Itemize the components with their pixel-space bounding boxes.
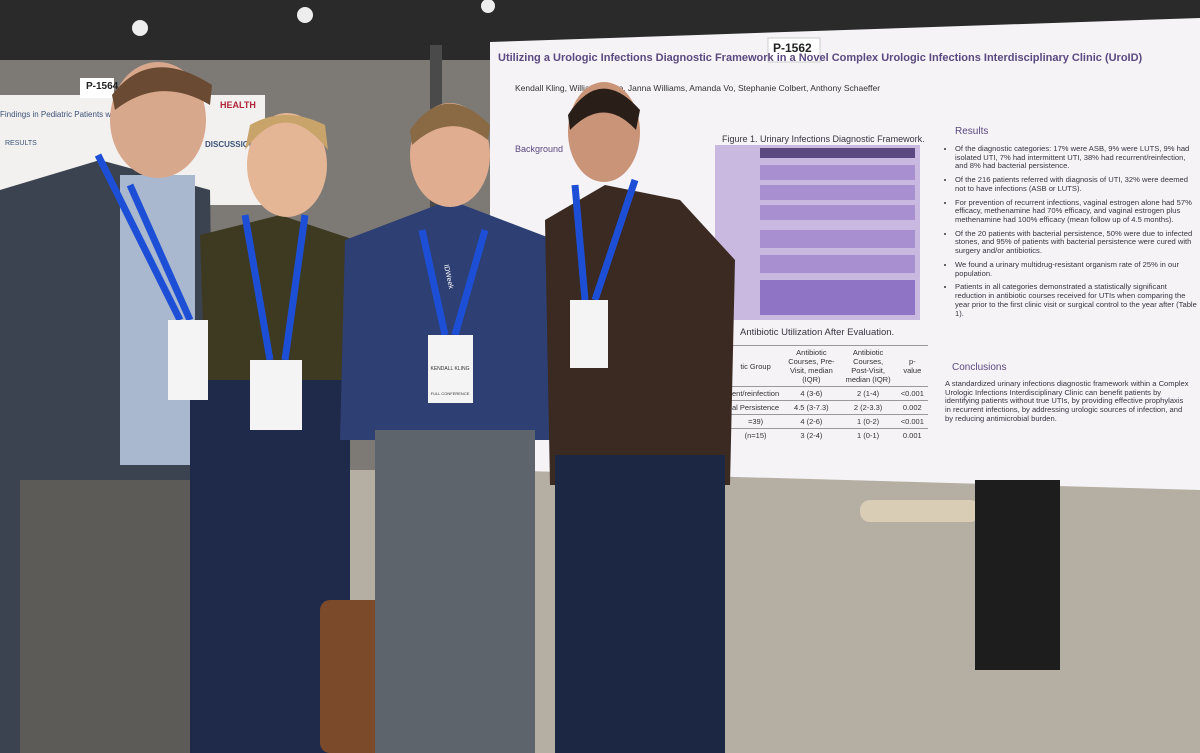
table-cell: 1 (0-2) (839, 414, 897, 429)
badge (428, 335, 473, 403)
table-caption: Antibiotic Utilization After Evaluation. (740, 327, 895, 338)
person-trousers (20, 480, 190, 753)
poster-number-tag (80, 78, 114, 98)
results-list: Of the diagnostic categories: 17% were A… (945, 144, 1200, 323)
poster-number: P-1562 (773, 41, 812, 55)
badge (168, 320, 208, 400)
lanyard (94, 153, 194, 322)
person-sweater (545, 185, 735, 485)
badge (570, 300, 608, 368)
ceiling-light (297, 7, 313, 23)
person-trousers (555, 455, 725, 753)
logo: HEALTH (220, 100, 256, 110)
person-hair (410, 103, 490, 145)
figure-row (760, 255, 915, 273)
person-hair (568, 88, 640, 130)
result-item: Of the diagnostic categories: 17% were A… (955, 144, 1200, 171)
figure-row (760, 165, 915, 180)
result-item: We found a urinary multidrug-resistant o… (955, 260, 1200, 278)
poster-tube (860, 500, 980, 522)
figure-row (760, 230, 915, 248)
table-cell: (n=15) (728, 428, 784, 442)
handbag (320, 600, 390, 753)
result-item: Of the 20 patients with bacterial persis… (955, 229, 1200, 256)
figure-row (760, 205, 915, 220)
section-heading: Results (955, 126, 989, 137)
poster-authors: Kendall Kling, William Moore, Janna Will… (515, 83, 881, 93)
poster-title: Findings in Pediatric Patients with Rena… (0, 110, 175, 119)
figure-row (760, 185, 915, 200)
table-cell: 4 (2-6) (783, 414, 840, 429)
result-item: For prevention of recurrent infections, … (955, 198, 1200, 225)
table-cell: <0.001 (896, 386, 928, 401)
lanyard (571, 178, 639, 302)
table-cell: 0.002 (896, 400, 928, 415)
ceiling-light (481, 0, 495, 13)
person-top (200, 215, 355, 385)
table-cell: 1 (0-1) (839, 428, 897, 442)
table-cell: 3 (2-4) (783, 428, 840, 442)
figure-caption: Figure 1. Urinary Infections Diagnostic … (722, 134, 925, 144)
table-header: tic Group (728, 345, 784, 387)
person-trousers (375, 430, 535, 753)
table-cell: ent/reinfection (728, 386, 784, 401)
table-cell: =39) (728, 414, 784, 429)
poster-number-tag (767, 37, 821, 63)
table-cell: 2 (1-4) (839, 386, 897, 401)
section-heading: DISCUSSION (205, 140, 255, 149)
results-table: tic Group Antibiotic Courses, Pre-Visit, … (728, 345, 928, 442)
poster-number: P-1564 (86, 81, 119, 92)
figure-row (760, 280, 915, 315)
lanyard (418, 229, 489, 336)
badge-type: FULL CONFERENCE (431, 391, 470, 396)
passerby (975, 480, 1060, 670)
badge (250, 360, 302, 430)
result-item: Patients in all categories demonstrated … (955, 282, 1200, 318)
table-cell: 0.001 (896, 428, 928, 442)
conclusions-text: A standardized urinary infections diagno… (945, 379, 1189, 423)
table-cell: <0.001 (896, 414, 928, 429)
person-face (247, 113, 327, 217)
lanyard (241, 214, 309, 361)
poster-title: Utilizing a Urologic Infections Diagnost… (498, 52, 1143, 64)
person-hair (112, 67, 212, 110)
table-header: p-value (896, 345, 928, 387)
table-cell: al Persistence (728, 400, 784, 415)
table-header: Antibiotic Courses, Pre-Visit, median (I… (783, 345, 840, 387)
badge-name: KENDALL KLING (431, 366, 470, 372)
person-hair (245, 115, 328, 150)
table-cell: 4.5 (3-7.3) (783, 400, 840, 415)
table-cell: 2 (2-3.3) (839, 400, 897, 415)
result-item: Of the 216 patients referred with diagno… (955, 175, 1200, 193)
section-heading: RESULTS (5, 140, 37, 147)
table-header: Antibiotic Courses, Post-Visit, median (… (839, 345, 897, 387)
person-shirt (340, 200, 565, 440)
figure-header (760, 148, 915, 158)
table-cell: 4 (3-6) (783, 386, 840, 401)
ceiling-light (132, 20, 148, 36)
section-heading: Background (515, 144, 564, 154)
section-heading: Conclusions (952, 362, 1007, 373)
